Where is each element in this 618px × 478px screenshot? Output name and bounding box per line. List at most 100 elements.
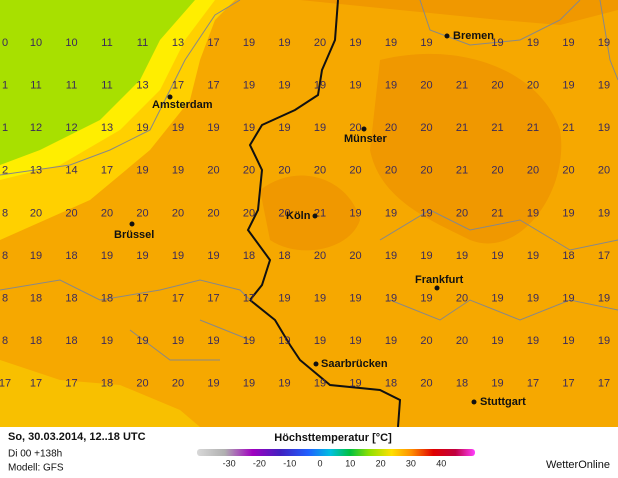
grid-value: 20 [314, 250, 326, 262]
grid-value: 20 [385, 165, 397, 177]
grid-value: 20 [101, 207, 113, 219]
grid-value: 20 [420, 165, 432, 177]
grid-value: 18 [456, 378, 468, 390]
grid-value: 20 [207, 207, 219, 219]
grid-value: 19 [243, 378, 255, 390]
city-dot [312, 213, 318, 219]
city-dot [167, 94, 173, 100]
legend-ticks: -30 -20 -10 0 10 20 30 40 [223, 458, 447, 468]
grid-value: 19 [598, 122, 610, 134]
grid-value: 19 [598, 293, 610, 305]
grid-value: 8 [2, 335, 8, 347]
city-dot [444, 33, 450, 39]
grid-value: 18 [30, 335, 42, 347]
grid-value: 19 [278, 293, 290, 305]
grid-value: 19 [527, 37, 539, 49]
grid-value: 19 [491, 335, 503, 347]
grid-value: 19 [136, 165, 148, 177]
grid-value: 19 [385, 335, 397, 347]
grid-value: 19 [598, 207, 610, 219]
grid-value: 19 [278, 335, 290, 347]
grid-value: 19 [172, 335, 184, 347]
legend-tick: -30 [223, 458, 236, 468]
grid-value: 13 [101, 122, 113, 134]
grid-value: 10 [65, 37, 77, 49]
color-bar [197, 449, 475, 456]
grid-value: 20 [278, 165, 290, 177]
grid-value: 19 [349, 37, 361, 49]
grid-value: 19 [527, 207, 539, 219]
grid-value: 19 [172, 250, 184, 262]
grid-value: 19 [420, 207, 432, 219]
forecast-step: Di 00 +138h [8, 449, 62, 460]
city-label: Bremen [453, 30, 494, 42]
borders [0, 0, 618, 428]
grid-value: 20 [456, 207, 468, 219]
grid-value: 19 [491, 293, 503, 305]
grid-value: 20 [30, 207, 42, 219]
legend-tick: -10 [283, 458, 296, 468]
grid-value: 19 [101, 335, 113, 347]
grid-value: 19 [562, 37, 574, 49]
grid-value: 20 [349, 250, 361, 262]
grid-value: 19 [314, 80, 326, 92]
grid-value: 21 [456, 122, 468, 134]
grid-value: 19 [136, 122, 148, 134]
grid-value: 21 [562, 122, 574, 134]
model: Modell: GFS [8, 463, 64, 474]
grid-value: 19 [172, 165, 184, 177]
grid-value: 20 [243, 165, 255, 177]
city-dot [129, 221, 135, 227]
grid-value: 11 [66, 80, 77, 92]
grid-value: 19 [349, 80, 361, 92]
grid-value: 19 [527, 335, 539, 347]
grid-value: 19 [101, 250, 113, 262]
grid-value: 20 [598, 165, 610, 177]
grid-value: 17 [65, 378, 77, 390]
grid-value: 19 [420, 250, 432, 262]
grid-value: 20 [527, 80, 539, 92]
grid-value: 8 [2, 250, 8, 262]
city-label: Münster [344, 133, 388, 145]
grid-value: 19 [527, 293, 539, 305]
grid-value: 0 [2, 37, 8, 49]
grid-value: 18 [101, 378, 113, 390]
grid-value: 13 [136, 80, 148, 92]
grid-value: 19 [598, 37, 610, 49]
grid-value: 20 [420, 122, 432, 134]
grid-value: 11 [137, 37, 148, 49]
city-label: Frankfurt [415, 274, 464, 286]
legend-tick: 40 [436, 458, 446, 468]
grid-value: 19 [243, 80, 255, 92]
map-background [0, 0, 618, 427]
grid-value: 20 [385, 122, 397, 134]
city-label: Amsterdam [152, 99, 213, 111]
grid-value: 17 [0, 378, 11, 390]
legend-tick: 0 [317, 458, 322, 468]
grid-value: 18 [65, 335, 77, 347]
city-dot [434, 285, 440, 291]
legend-tick: 30 [406, 458, 416, 468]
grid-value: 20 [349, 165, 361, 177]
grid-value: 17 [207, 37, 219, 49]
grid-value: 19 [136, 250, 148, 262]
grid-value: 19 [598, 80, 610, 92]
grid-value: 20 [491, 165, 503, 177]
grid-value: 21 [456, 80, 468, 92]
legend-title: Höchsttemperatur [°C] [274, 432, 392, 444]
grid-value: 19 [136, 335, 148, 347]
city-label: Saarbrücken [321, 358, 388, 370]
grid-value: 17 [243, 293, 255, 305]
grid-value: 12 [65, 122, 77, 134]
grid-value: 19 [385, 293, 397, 305]
grid-value: 17 [136, 293, 148, 305]
grid-value: 19 [562, 335, 574, 347]
grid-value: 19 [278, 37, 290, 49]
grid-value: 20 [456, 335, 468, 347]
grid-value: 11 [30, 80, 41, 92]
grid-value: 19 [314, 122, 326, 134]
grid-value: 19 [278, 378, 290, 390]
grid-value: 20 [420, 335, 432, 347]
grid-value: 19 [172, 122, 184, 134]
